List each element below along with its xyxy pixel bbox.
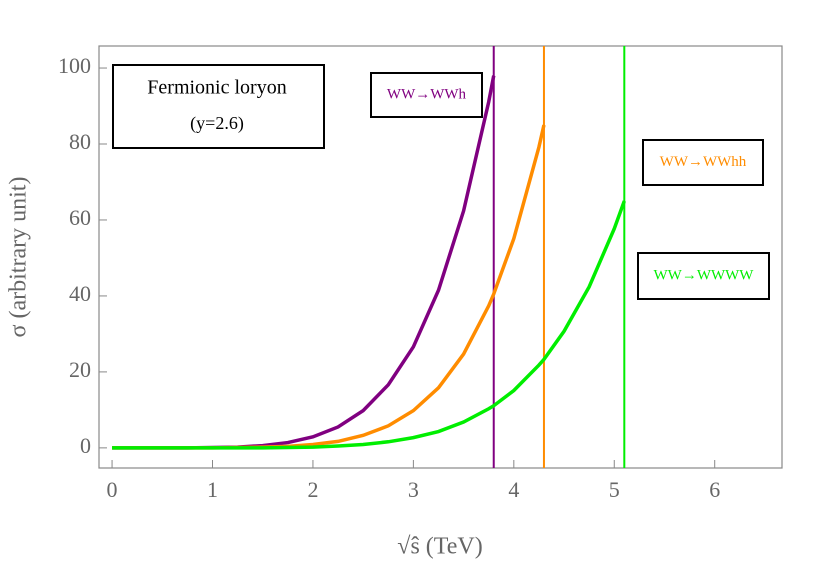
legend-box (642, 139, 764, 186)
legend-box (637, 252, 770, 300)
legend-label: WW→WWWW (654, 267, 755, 283)
legend-label: WW→WWh (387, 86, 467, 102)
y-tick-label: 80 (69, 129, 91, 154)
plot-frame (98, 45, 783, 469)
y-tick-label: 40 (69, 281, 91, 306)
series-line (112, 124, 546, 450)
series-line (112, 200, 626, 450)
legend-label: WW→WWhh (660, 154, 747, 170)
x-tick-label: 2 (307, 477, 318, 502)
annotation-box (112, 64, 325, 149)
chart-title: Fermionic loryon (147, 77, 286, 99)
title-box: Fermionic loryon (y=2.6) (112, 64, 325, 149)
x-tick-label: 4 (508, 477, 519, 502)
x-tick-label: 3 (408, 477, 419, 502)
x-tick-label: 1 (207, 477, 218, 502)
y-tick-label: 100 (58, 53, 91, 78)
y-tick-label: 0 (80, 433, 91, 458)
chart-subtitle: (y=2.6) (190, 113, 244, 134)
y-tick-label: 20 (69, 357, 91, 382)
legend-box (370, 72, 483, 118)
y-axis-label: σ (arbitrary unit) (6, 177, 32, 338)
y-tick-label: 60 (69, 205, 91, 230)
x-tick-label: 6 (709, 477, 720, 502)
x-tick-label: 5 (609, 477, 620, 502)
x-axis-label: √ŝ (TeV) (397, 534, 482, 560)
x-tick-label: 0 (107, 477, 118, 502)
